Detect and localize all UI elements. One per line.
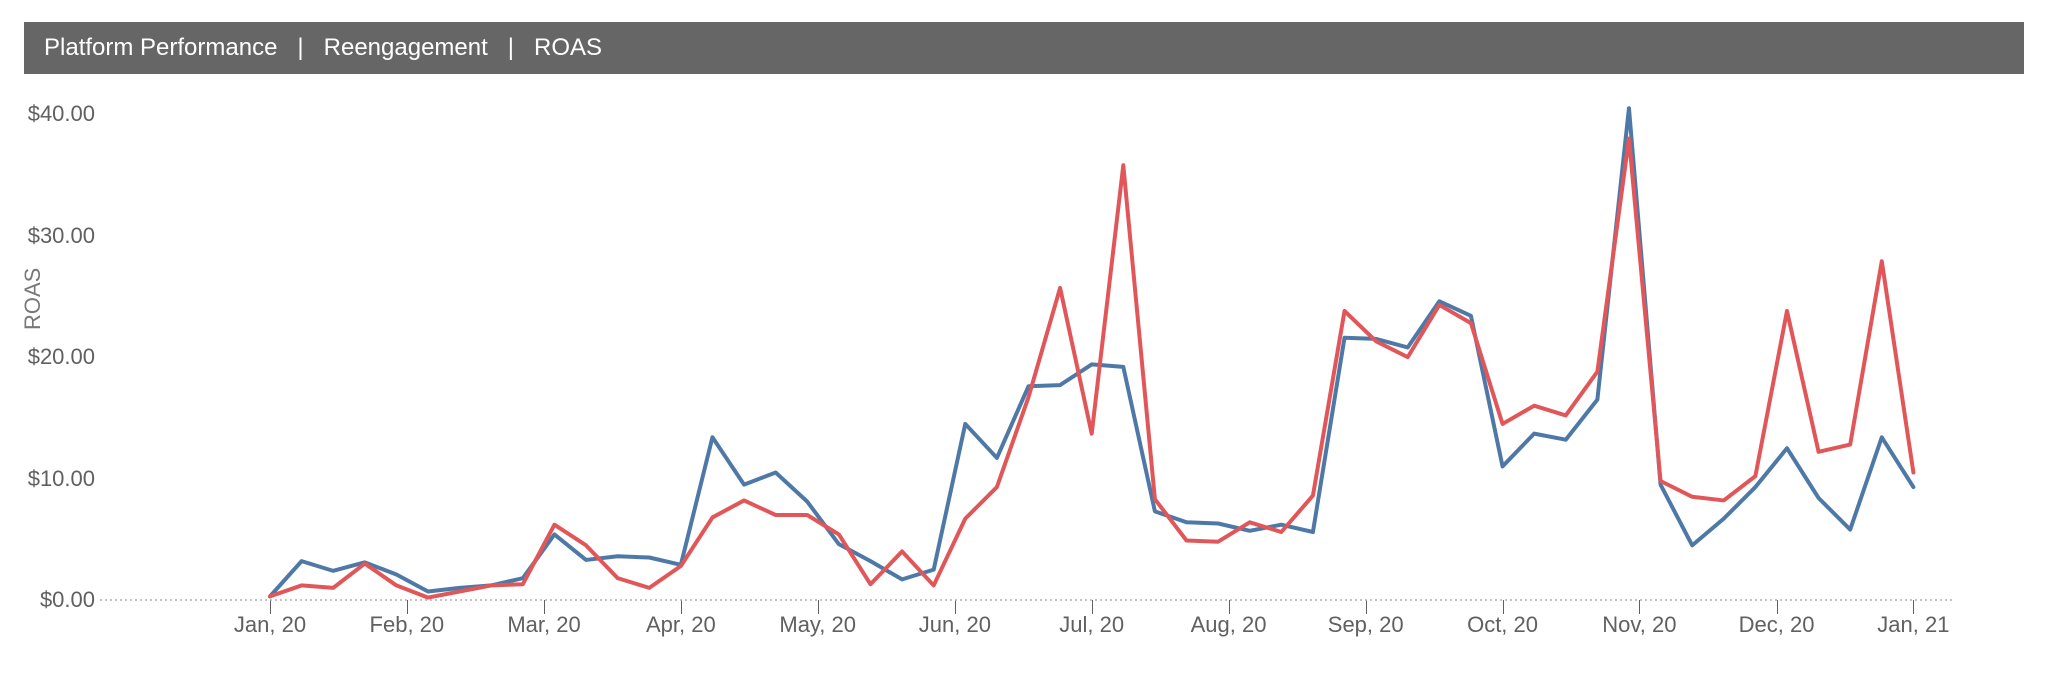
series-red [270,139,1913,598]
series-blue [270,108,1913,596]
line-chart [0,0,2048,696]
